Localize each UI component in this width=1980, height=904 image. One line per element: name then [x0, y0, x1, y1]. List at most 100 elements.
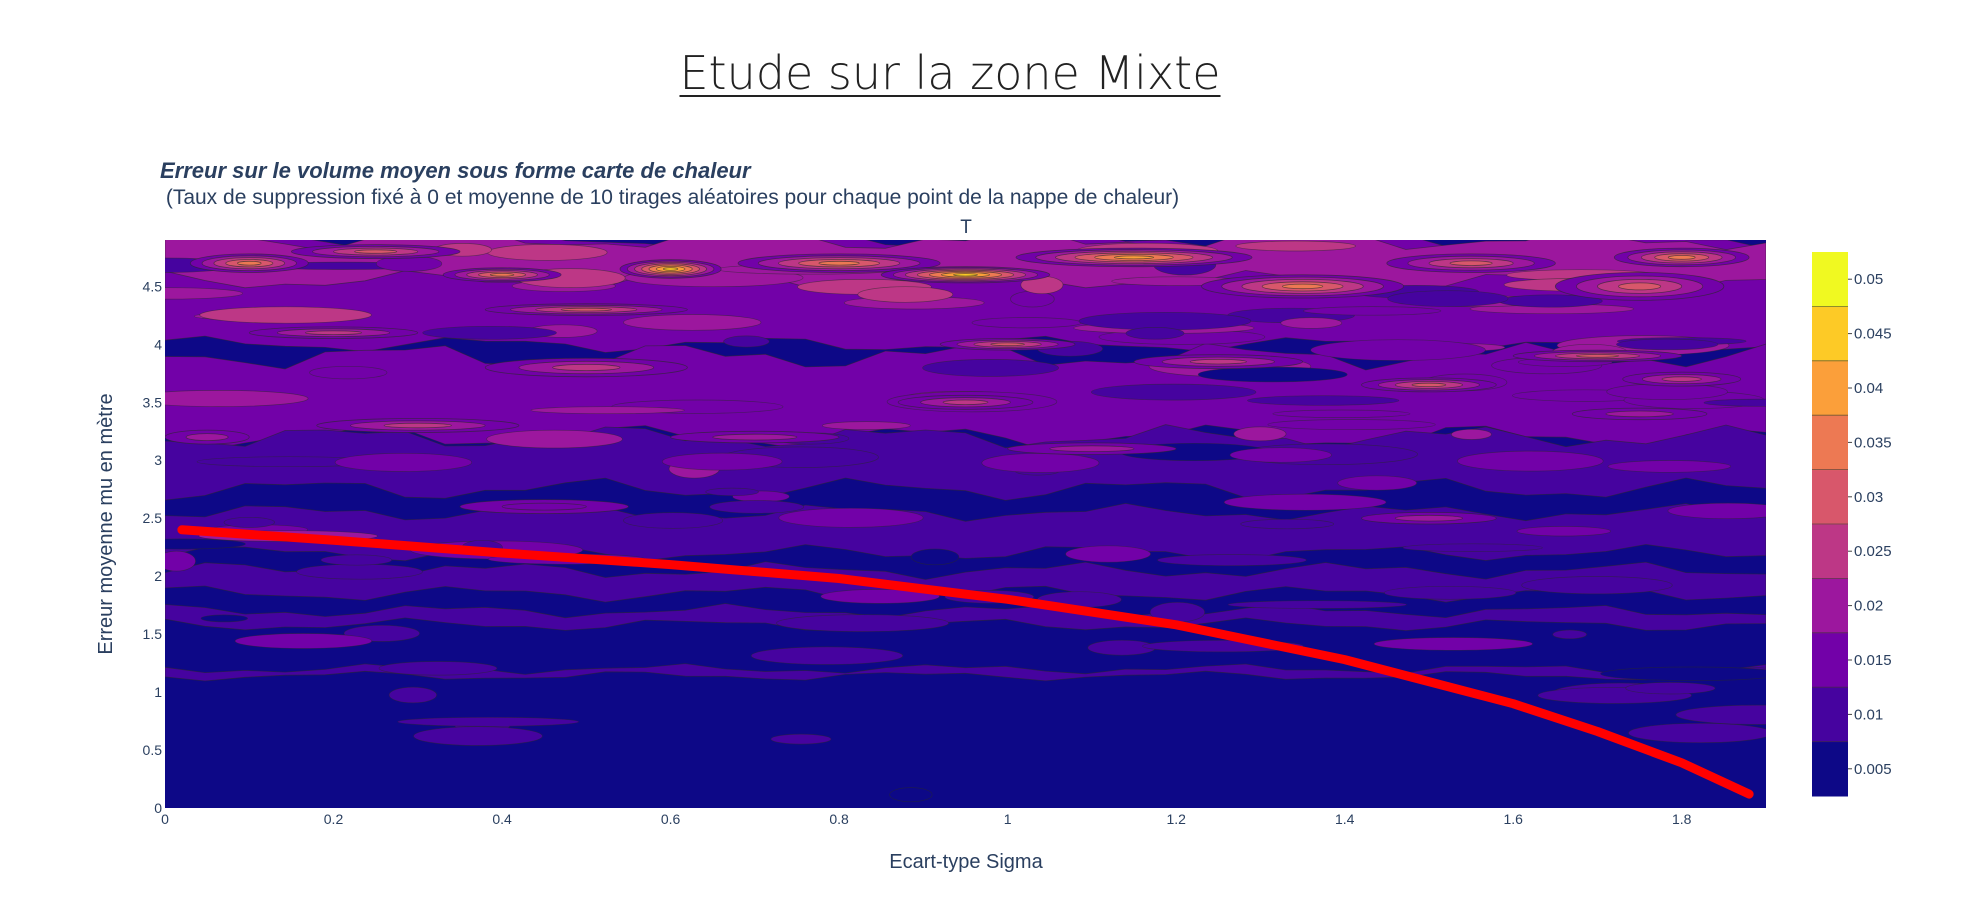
y-tick-label: 3.5	[143, 394, 163, 410]
colorbar-segment	[1812, 524, 1848, 579]
x-tick-label: 0.4	[492, 811, 512, 827]
colorbar-tick-label: 0.02	[1854, 598, 1883, 615]
contour-blob	[1616, 338, 1719, 351]
contour-blob	[1125, 327, 1185, 340]
colorbar-segment	[1812, 360, 1848, 416]
contour-blob	[661, 452, 783, 471]
colorbar-segment	[1812, 415, 1848, 471]
contour-blob	[1157, 554, 1307, 567]
contour-blob	[234, 633, 373, 649]
contour-blob	[200, 614, 248, 623]
hot-spot	[1049, 445, 1135, 453]
contour-blob	[1091, 383, 1257, 401]
contour-blob	[320, 554, 393, 566]
colorbar-tick-label: 0.015	[1854, 652, 1892, 669]
hot-spot	[953, 273, 978, 277]
hot-spot	[942, 399, 989, 405]
colorbar-segment	[1812, 741, 1848, 797]
colorbar-tick-label: 0.025	[1854, 543, 1892, 560]
chart-subtitle: (Taux de suppression fixé à 0 et moyenne…	[160, 186, 1180, 209]
contour-blob	[1267, 419, 1436, 431]
colorbar-tick-label: 0.05	[1854, 271, 1883, 288]
x-tick-label: 1.8	[1672, 811, 1692, 827]
contour-blob	[422, 325, 557, 340]
hot-spot	[1394, 514, 1464, 522]
contour-blob	[857, 286, 954, 303]
x-tick-label: 0.6	[661, 811, 681, 827]
contour-blob	[1521, 576, 1673, 595]
colorbar-tick-label: 0.035	[1854, 434, 1892, 451]
contour-blob	[378, 661, 498, 676]
contour-band	[165, 663, 1766, 682]
contour-blob	[296, 563, 423, 580]
hot-spot	[1411, 382, 1447, 387]
contour-blob	[971, 317, 1082, 329]
plot-area	[165, 240, 1766, 808]
hot-spot	[354, 249, 398, 254]
y-tick-label: 0	[154, 800, 162, 816]
contour-blob	[723, 335, 770, 348]
colorbar-segment	[1812, 632, 1848, 688]
contour-blob	[1272, 409, 1411, 418]
x-tick-label: 0.8	[829, 811, 849, 827]
contour-blob	[1337, 475, 1418, 491]
top-label: T	[960, 217, 972, 238]
hot-spot	[560, 307, 612, 312]
contour-blob	[889, 787, 933, 803]
colorbar-segment	[1812, 687, 1848, 743]
contour-blob	[165, 538, 246, 550]
contour-blob	[388, 686, 438, 704]
contour-blob	[1667, 502, 1766, 520]
hot-spot	[501, 502, 587, 511]
colorbar-segment	[1812, 578, 1848, 634]
chart-title: Erreur sur le volume moyen sous forme ca…	[160, 158, 751, 183]
contour-blob	[1387, 290, 1509, 307]
colorbar-segment	[1812, 306, 1848, 362]
contour-blob	[1383, 585, 1517, 600]
y-tick-label: 1.5	[143, 626, 163, 642]
hot-spot	[990, 342, 1025, 347]
contour-blob	[1065, 545, 1151, 563]
contour-blob	[1703, 398, 1766, 407]
contour-blob	[199, 306, 372, 324]
hot-spot	[1449, 260, 1493, 266]
contour-blob	[413, 726, 543, 746]
contour-blob	[334, 452, 473, 472]
contour-blob	[821, 421, 911, 430]
y-axis-label: Erreur moyenne mu en mètre	[95, 393, 117, 654]
contour-blob	[1233, 426, 1287, 442]
contour-blob	[778, 507, 924, 528]
y-tick-label: 1	[154, 684, 162, 700]
contour-blob	[1516, 526, 1611, 537]
x-tick-label: 0.2	[324, 811, 344, 827]
contour-blob	[910, 548, 960, 566]
hot-spot	[489, 272, 515, 277]
colorbar-tick-label: 0.045	[1854, 326, 1892, 343]
contour-blob	[1247, 395, 1400, 406]
y-tick-label: 4	[154, 336, 162, 352]
contour-blob	[709, 500, 805, 514]
colorbar-tick-label: 0.04	[1854, 380, 1883, 397]
contour-blob	[750, 646, 904, 665]
contour-blob	[487, 244, 608, 261]
contour-blob	[1280, 317, 1343, 329]
contour-blob	[1197, 366, 1348, 383]
hot-spot	[383, 422, 452, 429]
series-line	[177, 525, 1754, 799]
contour-blob	[1240, 518, 1335, 530]
hot-spot	[1661, 376, 1702, 382]
contour-blob	[165, 550, 196, 572]
contour-blob	[981, 452, 1100, 473]
x-axis-label: Ecart-type Sigma	[889, 851, 1043, 873]
x-tick-label: 0	[161, 811, 169, 827]
colorbar-tick-label: 0.005	[1854, 761, 1892, 778]
contour-blob	[1600, 666, 1766, 681]
contour-blob	[623, 512, 724, 529]
contour-blob	[820, 589, 940, 604]
contour-blob	[922, 359, 1059, 377]
hot-spot	[662, 267, 679, 271]
contour-blob	[1373, 637, 1533, 651]
contour-blob	[1235, 240, 1356, 252]
